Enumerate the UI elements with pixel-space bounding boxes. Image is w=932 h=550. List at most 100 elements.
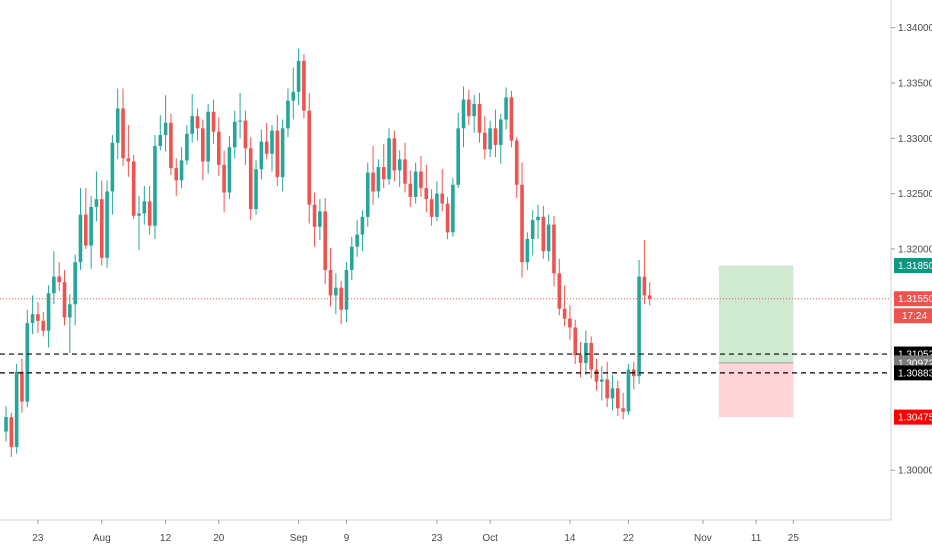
candle-body <box>584 342 588 363</box>
candle-body <box>137 213 141 216</box>
candle-body <box>440 193 445 204</box>
candle-body <box>46 293 51 331</box>
candle <box>456 112 460 189</box>
candle-body <box>121 108 125 159</box>
candle <box>195 108 200 141</box>
candle-body <box>621 408 625 412</box>
candle <box>504 87 508 130</box>
candle-body <box>339 287 343 310</box>
candle-body <box>147 201 152 226</box>
candle-body <box>328 269 333 296</box>
candle <box>562 285 567 327</box>
candle <box>637 260 641 384</box>
x-tick-label: 14 <box>564 533 576 544</box>
candle-body <box>562 308 567 319</box>
price-axis[interactable]: 1.34000 1.33500 1.33000 1.32500 1.32000 1.300… <box>891 23 932 477</box>
candle <box>403 142 407 193</box>
candle <box>546 214 551 262</box>
candle <box>334 273 338 315</box>
candle <box>365 162 370 227</box>
candle <box>52 251 56 305</box>
candle <box>227 136 232 200</box>
candle-body <box>397 159 402 171</box>
candle <box>610 375 615 411</box>
price-label-text: 1.30883 <box>898 368 932 379</box>
candle-body <box>99 199 104 258</box>
position-loss-zone[interactable] <box>718 362 794 418</box>
time-axis[interactable]: 23 Aug 12 20 Sep 9 23 Oct 14 22 Nov 11 25 <box>32 520 799 544</box>
candle <box>392 130 397 182</box>
candle-body <box>195 116 200 129</box>
candle-body <box>498 119 503 145</box>
candle-body <box>163 122 168 135</box>
candle-body <box>243 120 248 149</box>
candle <box>307 92 312 224</box>
candle-body <box>248 148 253 210</box>
candle <box>121 88 125 166</box>
candle-body <box>605 379 609 399</box>
candle-body <box>89 206 93 246</box>
candle-body <box>227 147 232 193</box>
candle <box>568 305 572 340</box>
candle-body <box>525 238 530 263</box>
x-tick-label: Oct <box>482 533 498 544</box>
candle-body <box>57 276 61 283</box>
candle <box>584 330 588 376</box>
candle-body <box>403 159 407 184</box>
candle <box>264 122 269 160</box>
candle-body <box>392 138 397 171</box>
candle-body <box>62 282 67 318</box>
long-position-tool[interactable] <box>718 265 794 418</box>
candle <box>360 210 365 252</box>
candle-body <box>280 128 285 178</box>
candle-body <box>115 108 120 143</box>
x-tick-label: 25 <box>788 533 800 544</box>
candle-body <box>4 417 8 432</box>
x-tick-label: Aug <box>93 533 111 544</box>
candle-body <box>312 204 317 227</box>
candle-body <box>185 133 189 161</box>
candle <box>126 125 131 178</box>
countdown-box <box>894 308 932 324</box>
candle-body <box>169 122 173 169</box>
candle <box>99 180 104 266</box>
y-tick-label: 1.34000 <box>898 23 932 34</box>
candle <box>445 196 450 239</box>
position-profit-zone[interactable] <box>718 265 794 363</box>
candle <box>248 137 253 221</box>
x-tick-label: 22 <box>623 533 635 544</box>
candle <box>78 188 83 270</box>
candle-body <box>626 369 631 412</box>
candle-body <box>424 188 429 200</box>
candle-body <box>179 160 184 181</box>
candle <box>408 170 413 207</box>
y-tick-label: 1.30000 <box>898 466 932 477</box>
candle <box>296 48 301 106</box>
candle <box>328 247 333 307</box>
candle-body <box>429 199 434 217</box>
candle <box>493 109 498 158</box>
price-label-text: 1.31550 <box>898 294 932 305</box>
candle <box>552 215 556 287</box>
price-label: 1.31850 <box>894 258 932 274</box>
candle <box>275 115 280 186</box>
price-label-text: 1.31850 <box>898 261 932 272</box>
candle <box>355 220 359 257</box>
candle <box>514 137 519 199</box>
candle <box>115 88 120 160</box>
candle-body <box>264 141 269 154</box>
candle <box>158 115 163 151</box>
candle-body <box>323 211 327 270</box>
candle-body <box>153 146 157 226</box>
candle <box>169 113 173 175</box>
price-label: 1.31550 <box>894 291 932 307</box>
candle-body <box>435 193 439 217</box>
x-tick-label: Nov <box>694 533 712 544</box>
candle-body <box>493 128 498 145</box>
candle <box>557 258 562 316</box>
candle <box>530 210 535 256</box>
y-tick-label: 1.33500 <box>898 78 932 89</box>
candle <box>73 254 77 326</box>
price-label-text: 1.31052 <box>898 350 932 361</box>
